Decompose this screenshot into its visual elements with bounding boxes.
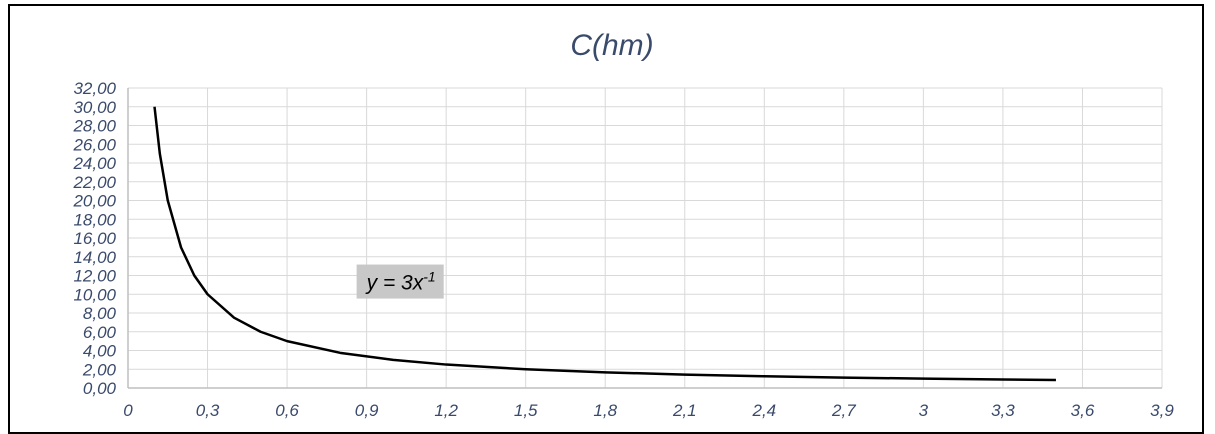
y-tick-label: 14,00 [73,248,116,267]
y-tick-label: 24,00 [72,154,116,173]
y-tick-labels: 0,002,004,006,008,0010,0012,0014,0016,00… [72,79,116,398]
equation-annotation: y = 3x-1 [356,264,444,299]
x-tick-label: 3 [919,401,929,420]
y-tick-label: 12,00 [73,267,116,286]
x-tick-label: 3,9 [1150,401,1174,420]
y-tick-label: 0,00 [83,379,117,398]
x-tick-label: 0,6 [275,401,299,420]
x-tick-label: 2,1 [672,401,697,420]
x-tick-label: 0,3 [196,401,220,420]
y-tick-label: 8,00 [83,304,117,323]
y-tick-label: 2,00 [82,360,117,379]
y-tick-label: 28,00 [72,117,116,136]
y-tick-label: 10,00 [73,285,116,304]
y-tick-label: 26,00 [72,135,116,154]
y-tick-label: 32,00 [73,79,116,98]
chart-title: C(hm) [570,29,653,62]
y-tick-label: 6,00 [83,323,117,342]
axes [127,88,1162,389]
y-tick-label: 16,00 [73,229,116,248]
x-tick-label: 3,3 [991,401,1015,420]
series-group [153,106,1056,382]
x-tick-label: 1,2 [434,401,458,420]
x-tick-label: 2,4 [751,401,776,420]
y-tick-label: 18,00 [73,210,116,229]
series-line-0 [153,106,1056,382]
grid-lines [128,87,1163,388]
x-tick-label: 0,9 [355,401,379,420]
y-tick-label: 4,00 [83,342,117,361]
y-tick-label: 22,00 [72,173,116,192]
x-tick-label: 0 [123,401,133,420]
x-tick-label: 2,7 [831,401,856,420]
x-tick-label: 3,6 [1071,401,1095,420]
equation-exponent: -1 [423,269,435,285]
equation-box [356,264,444,299]
equation-text: y = 3x [365,272,425,295]
x-tick-label: 1,8 [593,401,617,420]
y-tick-label: 30,00 [73,98,116,117]
y-tick-label: 20,00 [72,192,116,211]
x-tick-labels: 0 0,3 0,6 0,9 1,2 1,5 1,8 2,1 2,4 2,7 3 3,3 3,6 3,9 [123,401,1174,420]
equation-label: y = 3x-1 [365,269,436,295]
x-tick-label: 1,5 [514,401,538,420]
